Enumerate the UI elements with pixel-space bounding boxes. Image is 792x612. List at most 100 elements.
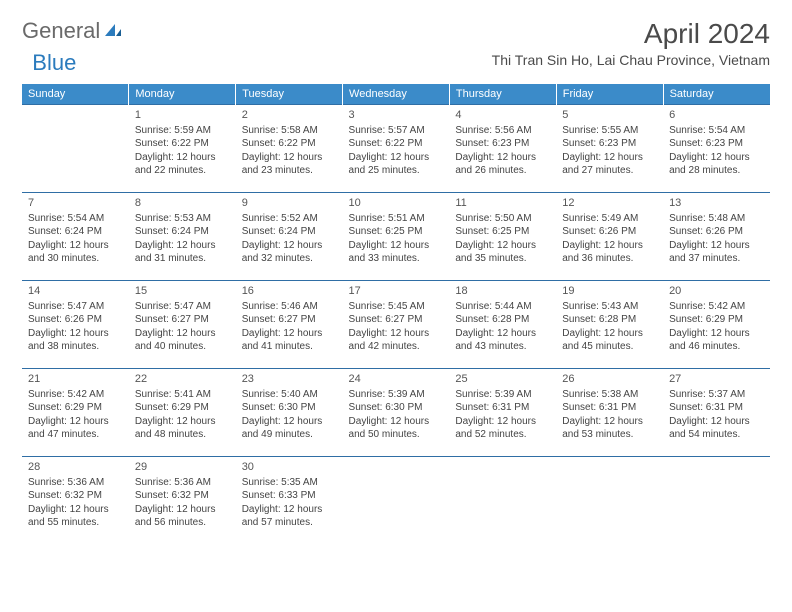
calendar-week: 14Sunrise: 5:47 AMSunset: 6:26 PMDayligh… xyxy=(22,281,770,369)
cell-line: Daylight: 12 hours xyxy=(669,239,764,253)
cell-line: and 25 minutes. xyxy=(349,164,444,178)
day-number: 17 xyxy=(349,284,444,299)
cell-line: Sunrise: 5:40 AM xyxy=(242,388,337,402)
day-header: Monday xyxy=(129,84,236,105)
day-number: 9 xyxy=(242,196,337,211)
calendar-week: 1Sunrise: 5:59 AMSunset: 6:22 PMDaylight… xyxy=(22,105,770,193)
calendar-cell: 15Sunrise: 5:47 AMSunset: 6:27 PMDayligh… xyxy=(129,281,236,369)
day-header: Thursday xyxy=(449,84,556,105)
cell-line: Daylight: 12 hours xyxy=(669,327,764,341)
cell-line: Daylight: 12 hours xyxy=(242,415,337,429)
calendar-cell: 3Sunrise: 5:57 AMSunset: 6:22 PMDaylight… xyxy=(343,105,450,193)
day-number: 19 xyxy=(562,284,657,299)
cell-line: and 31 minutes. xyxy=(135,252,230,266)
cell-line: Daylight: 12 hours xyxy=(28,327,123,341)
cell-line: Sunrise: 5:47 AM xyxy=(28,300,123,314)
cell-line: Sunset: 6:26 PM xyxy=(669,225,764,239)
cell-line: and 22 minutes. xyxy=(135,164,230,178)
day-number: 18 xyxy=(455,284,550,299)
calendar-cell xyxy=(449,457,556,545)
day-header: Friday xyxy=(556,84,663,105)
cell-line: Sunset: 6:28 PM xyxy=(562,313,657,327)
day-number: 6 xyxy=(669,108,764,123)
cell-line: Sunrise: 5:58 AM xyxy=(242,124,337,138)
cell-line: Daylight: 12 hours xyxy=(28,239,123,253)
cell-line: Sunrise: 5:56 AM xyxy=(455,124,550,138)
cell-line: Sunset: 6:30 PM xyxy=(242,401,337,415)
calendar-cell: 2Sunrise: 5:58 AMSunset: 6:22 PMDaylight… xyxy=(236,105,343,193)
cell-line: Sunset: 6:22 PM xyxy=(349,137,444,151)
cell-line: Daylight: 12 hours xyxy=(242,327,337,341)
calendar-cell: 23Sunrise: 5:40 AMSunset: 6:30 PMDayligh… xyxy=(236,369,343,457)
cell-line: Sunset: 6:25 PM xyxy=(455,225,550,239)
cell-line: Daylight: 12 hours xyxy=(28,415,123,429)
calendar-cell: 25Sunrise: 5:39 AMSunset: 6:31 PMDayligh… xyxy=(449,369,556,457)
cell-line: Sunrise: 5:55 AM xyxy=(562,124,657,138)
cell-line: Sunrise: 5:53 AM xyxy=(135,212,230,226)
calendar-cell: 8Sunrise: 5:53 AMSunset: 6:24 PMDaylight… xyxy=(129,193,236,281)
calendar-cell: 26Sunrise: 5:38 AMSunset: 6:31 PMDayligh… xyxy=(556,369,663,457)
cell-line: Daylight: 12 hours xyxy=(669,151,764,165)
day-number: 15 xyxy=(135,284,230,299)
cell-line: Sunrise: 5:42 AM xyxy=(669,300,764,314)
cell-line: Sunset: 6:26 PM xyxy=(562,225,657,239)
cell-line: Sunset: 6:23 PM xyxy=(455,137,550,151)
day-number: 12 xyxy=(562,196,657,211)
cell-line: Sunset: 6:31 PM xyxy=(669,401,764,415)
cell-line: Daylight: 12 hours xyxy=(242,151,337,165)
cell-line: Daylight: 12 hours xyxy=(562,327,657,341)
cell-line: Sunrise: 5:41 AM xyxy=(135,388,230,402)
calendar-cell: 30Sunrise: 5:35 AMSunset: 6:33 PMDayligh… xyxy=(236,457,343,545)
cell-line: Daylight: 12 hours xyxy=(242,239,337,253)
cell-line: Sunset: 6:32 PM xyxy=(28,489,123,503)
cell-line: Sunrise: 5:51 AM xyxy=(349,212,444,226)
day-number: 10 xyxy=(349,196,444,211)
calendar-cell: 5Sunrise: 5:55 AMSunset: 6:23 PMDaylight… xyxy=(556,105,663,193)
day-number: 29 xyxy=(135,460,230,475)
cell-line: and 48 minutes. xyxy=(135,428,230,442)
cell-line: and 55 minutes. xyxy=(28,516,123,530)
cell-line: Sunrise: 5:46 AM xyxy=(242,300,337,314)
day-number: 8 xyxy=(135,196,230,211)
cell-line: and 45 minutes. xyxy=(562,340,657,354)
cell-line: Sunrise: 5:48 AM xyxy=(669,212,764,226)
day-number: 24 xyxy=(349,372,444,387)
cell-line: Daylight: 12 hours xyxy=(455,415,550,429)
cell-line: Daylight: 12 hours xyxy=(28,503,123,517)
cell-line: Daylight: 12 hours xyxy=(135,151,230,165)
day-number: 25 xyxy=(455,372,550,387)
cell-line: and 53 minutes. xyxy=(562,428,657,442)
cell-line: Sunset: 6:29 PM xyxy=(669,313,764,327)
calendar-cell: 7Sunrise: 5:54 AMSunset: 6:24 PMDaylight… xyxy=(22,193,129,281)
day-number: 2 xyxy=(242,108,337,123)
cell-line: Sunrise: 5:50 AM xyxy=(455,212,550,226)
calendar-cell xyxy=(343,457,450,545)
cell-line: and 23 minutes. xyxy=(242,164,337,178)
day-number: 14 xyxy=(28,284,123,299)
cell-line: Sunset: 6:27 PM xyxy=(135,313,230,327)
calendar-cell: 11Sunrise: 5:50 AMSunset: 6:25 PMDayligh… xyxy=(449,193,556,281)
calendar-cell: 24Sunrise: 5:39 AMSunset: 6:30 PMDayligh… xyxy=(343,369,450,457)
cell-line: Daylight: 12 hours xyxy=(562,239,657,253)
calendar-cell: 1Sunrise: 5:59 AMSunset: 6:22 PMDaylight… xyxy=(129,105,236,193)
cell-line: and 47 minutes. xyxy=(28,428,123,442)
day-number: 23 xyxy=(242,372,337,387)
cell-line: Sunset: 6:27 PM xyxy=(349,313,444,327)
cell-line: Daylight: 12 hours xyxy=(349,327,444,341)
cell-line: Daylight: 12 hours xyxy=(242,503,337,517)
cell-line: and 28 minutes. xyxy=(669,164,764,178)
cell-line: and 50 minutes. xyxy=(349,428,444,442)
calendar-cell: 9Sunrise: 5:52 AMSunset: 6:24 PMDaylight… xyxy=(236,193,343,281)
calendar-cell: 28Sunrise: 5:36 AMSunset: 6:32 PMDayligh… xyxy=(22,457,129,545)
cell-line: Sunset: 6:22 PM xyxy=(242,137,337,151)
cell-line: Sunset: 6:24 PM xyxy=(28,225,123,239)
day-number: 16 xyxy=(242,284,337,299)
calendar-cell: 19Sunrise: 5:43 AMSunset: 6:28 PMDayligh… xyxy=(556,281,663,369)
cell-line: Sunrise: 5:38 AM xyxy=(562,388,657,402)
cell-line: Sunrise: 5:37 AM xyxy=(669,388,764,402)
cell-line: Sunset: 6:29 PM xyxy=(28,401,123,415)
calendar-cell: 22Sunrise: 5:41 AMSunset: 6:29 PMDayligh… xyxy=(129,369,236,457)
day-number: 21 xyxy=(28,372,123,387)
cell-line: and 56 minutes. xyxy=(135,516,230,530)
cell-line: Sunrise: 5:54 AM xyxy=(28,212,123,226)
